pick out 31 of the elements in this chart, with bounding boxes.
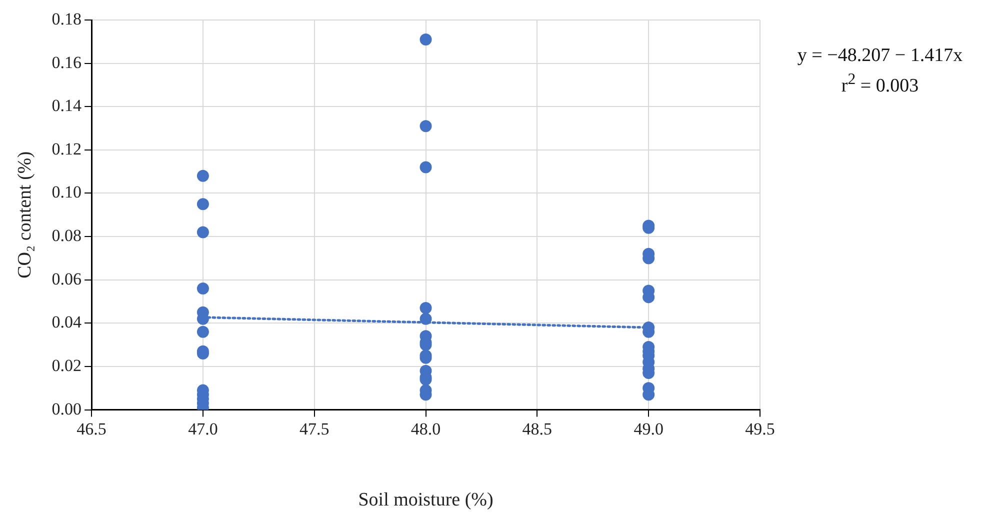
x-tick-label: 49.0 <box>634 419 664 438</box>
x-tick-label: 47.0 <box>188 419 218 438</box>
text: y = −48.207 − 1.417x <box>796 44 964 68</box>
y-tick-label: 0.08 <box>52 226 82 246</box>
y-tick-label: 0.14 <box>52 96 82 116</box>
x-tick-label: 48.0 <box>410 419 441 438</box>
point <box>196 226 209 238</box>
point <box>420 312 432 325</box>
x-tick-label: 46.5 <box>76 419 106 438</box>
point <box>196 198 209 210</box>
y-axis-title: CO₂ content (%) <box>14 151 36 278</box>
x-axis-title: Soil moisture (%) <box>358 490 494 511</box>
y-tick-label: 0.02 <box>52 356 82 375</box>
y-tick-label: 0.10 <box>52 182 82 202</box>
text: r$^{2}$ = 0.003 <box>840 70 920 98</box>
y-tick-label: 0.12 <box>52 139 82 158</box>
point <box>420 33 432 46</box>
point <box>196 282 209 295</box>
x-tick-label: 47.5 <box>299 419 330 438</box>
y-tick-label: 0.04 <box>52 312 82 332</box>
x-tick-label: 48.5 <box>522 419 552 438</box>
point <box>420 120 432 132</box>
y-tick-label: 0.06 <box>52 269 82 288</box>
x-tick-label: 49.5 <box>745 419 775 438</box>
point <box>196 170 209 182</box>
y-tick-label: 0.18 <box>52 9 82 28</box>
point <box>420 302 432 314</box>
y-tick-label: 0.00 <box>52 399 82 418</box>
point <box>196 326 209 338</box>
point <box>420 161 432 174</box>
y-tick-label: 0.16 <box>52 52 82 72</box>
